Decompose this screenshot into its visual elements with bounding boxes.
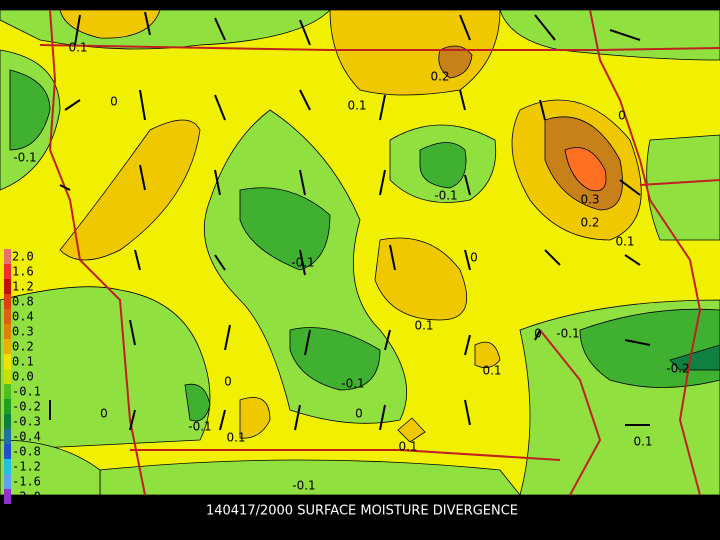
contour-label: -0.1 bbox=[556, 327, 579, 341]
contour-label: 0.1 bbox=[633, 435, 652, 449]
contour-label: 0.1 bbox=[68, 41, 87, 55]
contour-label: -0.1 bbox=[291, 256, 314, 270]
contour-label: -0.1 bbox=[13, 151, 36, 165]
state-borders bbox=[39, 9, 720, 496]
legend-swatch bbox=[4, 309, 11, 324]
contours bbox=[0, 9, 720, 496]
legend-label: 0.8 bbox=[12, 295, 34, 309]
legend-label: 0.2 bbox=[12, 340, 34, 354]
legend-label: -2.0 bbox=[12, 490, 41, 504]
contour-label: 0.1 bbox=[414, 319, 433, 333]
legend-swatch bbox=[4, 354, 11, 369]
contour-label: 0 bbox=[618, 109, 626, 123]
legend-label: 0.1 bbox=[12, 355, 34, 369]
contour-label: -0.1 bbox=[292, 479, 315, 493]
legend-swatch bbox=[4, 429, 11, 444]
contour-label: 0.2 bbox=[430, 70, 449, 84]
legend-label: -0.2 bbox=[12, 400, 41, 414]
contour-label: 0 bbox=[224, 375, 232, 389]
contour-label: 0.1 bbox=[226, 431, 245, 445]
contour-label: 0.1 bbox=[615, 235, 634, 249]
legend-label: -0.4 bbox=[12, 430, 41, 444]
contour-label: 0 bbox=[100, 407, 108, 421]
legend-swatch bbox=[4, 339, 11, 354]
legend-label: 1.2 bbox=[12, 280, 34, 294]
legend-label: -1.2 bbox=[12, 460, 41, 474]
contour-label: 0.2 bbox=[580, 216, 599, 230]
legend-label: 0.3 bbox=[12, 325, 34, 339]
contour-label: 0 bbox=[534, 327, 542, 341]
legend-swatch bbox=[4, 249, 11, 264]
legend-swatch bbox=[4, 279, 11, 294]
legend-swatch bbox=[4, 444, 11, 459]
legend-swatch bbox=[4, 324, 11, 339]
legend-swatch bbox=[4, 489, 11, 504]
legend-label: -0.3 bbox=[12, 415, 41, 429]
contour-label: 0 bbox=[355, 407, 363, 421]
legend: 2.01.61.20.80.40.30.20.10.0-0.1-0.2-0.3-… bbox=[4, 249, 41, 504]
contour-label: 0.1 bbox=[398, 440, 417, 454]
legend-label: 0.4 bbox=[12, 310, 34, 324]
contour-label: 0.1 bbox=[347, 99, 366, 113]
contour-label: 0.1 bbox=[482, 364, 501, 378]
contour-label: 0 bbox=[470, 251, 478, 265]
legend-swatch bbox=[4, 459, 11, 474]
legend-swatch bbox=[4, 294, 11, 309]
legend-swatch bbox=[4, 384, 11, 399]
contour-label: -0.2 bbox=[666, 362, 689, 376]
contour-labels: 0.10.20 0.10-0.1-0.1 0.30.20.1-0.1 00.10 -0.… bbox=[13, 41, 689, 493]
contour-label: 0.3 bbox=[580, 193, 599, 207]
legend-swatch bbox=[4, 399, 11, 414]
legend-swatch bbox=[4, 264, 11, 279]
contour-label: -0.1 bbox=[434, 189, 457, 203]
legend-label: -0.1 bbox=[12, 385, 41, 399]
contour-label: -0.1 bbox=[188, 420, 211, 434]
legend-label: 1.6 bbox=[12, 265, 34, 279]
wind-barbs bbox=[49, 11, 651, 431]
legend-label: 0.0 bbox=[12, 370, 34, 384]
legend-label: -1.6 bbox=[12, 475, 41, 489]
contour-label: -0.1 bbox=[341, 377, 364, 391]
legend-label: 2.0 bbox=[12, 250, 34, 264]
legend-swatch bbox=[4, 369, 11, 384]
legend-label: -0.8 bbox=[12, 445, 41, 459]
caption: 140417/2000 SURFACE MOISTURE DIVERGENCE bbox=[206, 504, 518, 519]
contour-label: 0 bbox=[110, 95, 118, 109]
legend-swatch bbox=[4, 474, 11, 489]
legend-swatch bbox=[4, 414, 11, 429]
